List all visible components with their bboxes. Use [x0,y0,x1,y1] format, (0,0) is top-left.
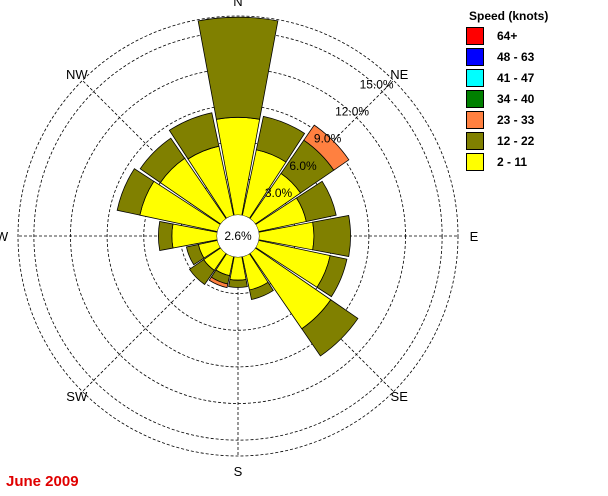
legend-label-12-22: 12 - 22 [497,134,535,148]
legend-item-12-22: 12 - 22 [462,132,602,152]
direction-label-se: SE [391,389,409,404]
wedge-s-12-22 [228,278,248,288]
spoke-se [252,250,394,392]
direction-label-s: S [234,464,243,479]
legend-label-41-47: 41 - 47 [497,71,535,85]
wedge-se-12-22 [301,299,359,357]
wedge-ssw-23-33 [208,276,229,289]
wedge-sw-12-22 [188,259,215,286]
legend-label-64: 64+ [497,29,518,43]
calm-circle [217,215,259,257]
legend-swatch-12-22 [466,132,484,150]
wedge-ene-12-22 [296,180,337,222]
wedge-n-12-22 [197,16,279,120]
ring-label-3: 9.0% [314,132,342,146]
ring-label-1: 3.0% [265,186,293,200]
legend-swatch-23-33 [466,111,484,129]
spoke-nw [82,80,224,222]
legend-title: Speed (knots) [469,9,549,23]
legend-item-41-47: 41 - 47 [462,69,602,89]
wedge-e-12-22 [312,215,351,257]
legend-item-2-11: 2 - 11 [462,153,602,173]
legend-swatch-64 [466,27,484,45]
wedge-nw-12-22 [139,137,186,184]
legend-swatch-41-47 [466,69,484,87]
wedge-nne-12-22 [255,115,306,163]
grid-ring-4 [70,68,406,404]
legend-swatch-48-63 [466,48,484,66]
direction-label-e: E [470,229,479,244]
legend-item-23-33: 23 - 33 [462,111,602,131]
ring-label-2: 6.0% [289,159,317,173]
ring-label-4: 12.0% [335,105,369,119]
wedge-ne-23-33 [303,124,350,171]
direction-label-n: N [233,0,242,9]
wedge-ese-12-22 [316,255,348,298]
wedge-nnw-12-22 [168,112,220,160]
wedge-wnw-12-22 [116,168,155,216]
wedge-sse-12-22 [248,281,274,301]
legend-item-64: 64+ [462,27,602,47]
legend-swatch-2-11 [466,153,484,171]
legend-swatch-34-40 [466,90,484,108]
wedge-wsw-12-22 [185,243,205,266]
direction-label-w: W [0,229,9,244]
spoke-sw [82,250,224,392]
wedge-w-12-22 [157,221,174,251]
legend-label-2-11: 2 - 11 [497,155,528,169]
direction-label-sw: SW [66,389,88,404]
outer-ring [17,15,459,457]
legend-label-23-33: 23 - 33 [497,113,535,127]
direction-label-nw: NW [66,67,88,82]
legend-label-34-40: 34 - 40 [497,92,535,106]
legend-item-34-40: 34 - 40 [462,90,602,110]
legend-label-48-63: 48 - 63 [497,50,535,64]
spoke-ne [252,80,394,222]
chart-caption: June 2009 [6,473,79,490]
direction-label-ne: NE [390,67,408,82]
legend-item-48-63: 48 - 63 [462,48,602,68]
calm-label: 2.6% [224,229,252,243]
ring-label-5: 15.0% [360,77,394,91]
